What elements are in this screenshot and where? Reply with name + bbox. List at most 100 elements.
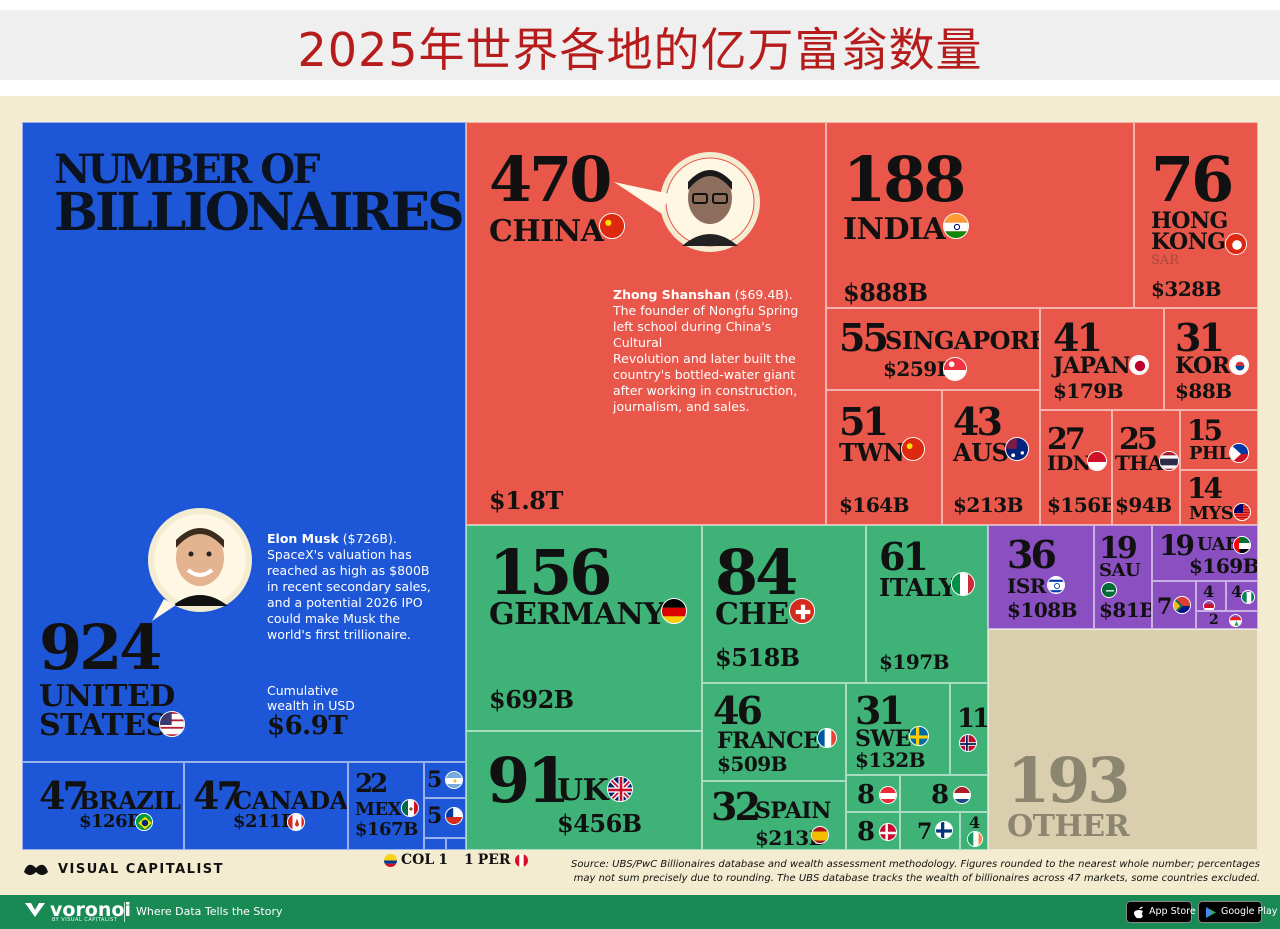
twn-flag-icon	[901, 437, 925, 461]
cell-wealth: $179B	[1053, 379, 1124, 403]
callout-line: SpaceX's valuation has	[267, 547, 412, 562]
cell-wealth: $456B	[557, 809, 642, 838]
che-flag-icon	[789, 598, 815, 624]
title-band	[0, 10, 1280, 80]
cell-wealth: $328B	[1151, 277, 1222, 301]
cell-country-label: GERMANY	[489, 597, 665, 632]
cell-country-label: SAU	[1099, 560, 1141, 581]
voronoi-logo-text: voronoi	[50, 899, 131, 921]
cell-count: 25	[1119, 422, 1158, 457]
callout-line: reached as high as $800B	[267, 563, 430, 578]
cell-count: 51	[839, 399, 889, 444]
callout-line: after working in construction,	[613, 383, 798, 398]
voronoi-logo-sub: BY VISUAL CAPITALIST	[52, 917, 118, 923]
lbn-flag-icon	[1229, 614, 1242, 627]
treemap-cell-idn: 27 IDN $156B	[1040, 410, 1112, 525]
cell-country-label: UNITED STATES	[39, 679, 175, 743]
callout-line: country's bottled-water giant	[613, 367, 796, 382]
cell-country-label: MYS	[1189, 503, 1234, 524]
cell-country-label: JAPAN	[1053, 353, 1131, 379]
cell-wealth: $132B	[855, 748, 926, 772]
tiny-label-col: COL 1	[384, 852, 448, 868]
germany-flag-icon	[661, 598, 687, 624]
cell-count: 8	[857, 817, 875, 847]
app-store-button[interactable]: App Store	[1126, 901, 1196, 923]
chart-title: NUMBER OF BILLIONAIRES	[54, 146, 465, 239]
treemap-cell-germany: 156 GERMANY $692B	[466, 525, 702, 731]
idn-flag-icon	[1087, 451, 1107, 471]
treemap-cell-fin: 7	[900, 812, 960, 850]
treemap-cell-chl: 5	[424, 798, 466, 838]
treemap-cell-mys: 14 MYS	[1180, 470, 1258, 525]
callout-line: left school during China's Cultural	[613, 319, 772, 350]
voronoi-logo[interactable]: voronoi	[24, 899, 131, 921]
zhong-shanshan-portrait	[618, 152, 760, 252]
source-note: Source: UBS/PwC Billionaires database an…	[571, 859, 1260, 884]
tiny-label-per: 1 PER	[464, 852, 528, 868]
usa-callout: Elon Musk ($726B). SpaceX's valuation ha…	[267, 531, 457, 643]
cell-count: 5	[427, 767, 442, 793]
cell-country-label: BRAZIL	[79, 786, 181, 815]
cell-count: 4	[1203, 582, 1214, 601]
cell-count: 5	[427, 803, 442, 829]
cell-count: 15	[1187, 414, 1223, 447]
zaf-flag-icon	[1173, 596, 1191, 614]
treemap-cell-hk: 76 HONG KONG SAR $328B	[1134, 122, 1258, 308]
cell-count: 7	[917, 819, 932, 845]
cell-count: 4	[969, 813, 980, 832]
person-portrait-icon	[154, 514, 246, 606]
google-play-button[interactable]: Google Play	[1198, 901, 1277, 923]
cell-wealth: $156B	[1047, 493, 1112, 517]
treemap-cell-france: 46 FRANCE $509B	[702, 683, 846, 781]
treemap-cell-sgp: 55 SINGAPORE $259B	[826, 308, 1040, 390]
cell-count: 76	[1151, 143, 1234, 216]
tiny-country-label: PER	[477, 852, 511, 868]
cell-wealth: $213B	[755, 826, 826, 850]
cell-count: 4	[1231, 582, 1242, 601]
cell-count: 61	[879, 534, 929, 579]
cell-country-label: TWN	[839, 438, 905, 467]
treemap-cell-per	[446, 838, 466, 850]
cell-country-label: PHL	[1189, 443, 1231, 464]
callout-line: Revolution and later built the	[613, 351, 796, 366]
chart-title-line-1: NUMBER OF	[54, 146, 320, 193]
cell-wealth: $126B	[79, 811, 142, 832]
phl-flag-icon	[1229, 443, 1249, 463]
treemap-cell-uae: 19 UAE $169B	[1152, 525, 1258, 581]
cell-count: 31	[855, 688, 905, 733]
treemap-cell-arg: 5	[424, 762, 466, 798]
cell-wealth: $94B	[1115, 493, 1172, 517]
footer-bar: voronoi BY VISUAL CAPITALIST Where Data …	[0, 895, 1280, 929]
cell-count: 924	[39, 611, 162, 684]
mys-flag-icon	[1233, 503, 1251, 521]
cell-country-label: HONG KONG	[1151, 208, 1228, 255]
treemap-cell-mex: 22 MEX $167B	[348, 762, 424, 850]
cell-count: 31	[1175, 315, 1225, 360]
cell-wealth: $509B	[717, 752, 788, 776]
egy-flag-icon	[1203, 600, 1215, 610]
isr-flag-icon	[1047, 576, 1065, 594]
treemap-cell-dnk: 8	[846, 812, 900, 850]
tha-flag-icon	[1159, 451, 1179, 471]
swe-flag-icon	[909, 726, 929, 746]
cell-count: 470	[489, 143, 612, 216]
china-callout: Zhong Shanshan ($69.4B). The founder of …	[613, 287, 818, 415]
cell-wealth: $108B	[1007, 598, 1078, 622]
cell-country-label: MEX	[355, 799, 402, 820]
callout-line: could make Musk the	[267, 611, 401, 626]
cell-sub-label: SAR	[1151, 253, 1180, 268]
nor-flag-icon	[959, 734, 977, 752]
treemap-cell-kor: 31 KOR $88B	[1164, 308, 1258, 410]
tiny-country-labels: COL 1 1 PER	[384, 852, 528, 868]
cell-count: 84	[715, 536, 798, 609]
tiny-country-count: 1	[463, 852, 474, 868]
cell-country-label: KOR	[1175, 353, 1230, 379]
treemap-cell-spain: 32 SPAIN $213B	[702, 781, 846, 850]
cell-count: 19	[1099, 531, 1138, 566]
treemap-cell-jpn: 41 JAPAN $179B	[1040, 308, 1164, 410]
footer-tagline: Where Data Tells the Story	[136, 905, 283, 918]
speech-pointer-usa	[152, 599, 176, 621]
treemap-cell-sau: 19 SAU $81B	[1094, 525, 1152, 629]
usa-flag-icon	[159, 711, 185, 737]
